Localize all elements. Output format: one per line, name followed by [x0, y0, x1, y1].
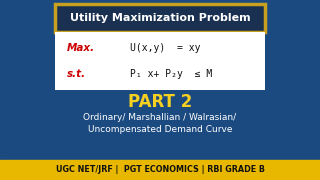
- Text: UGC NET/JRF |  PGT ECONOMICS | RBI GRADE B: UGC NET/JRF | PGT ECONOMICS | RBI GRADE …: [55, 165, 265, 174]
- Bar: [0, 160, 320, 180]
- Bar: [55, 4, 265, 32]
- Text: U(x,y)  = xy: U(x,y) = xy: [130, 43, 201, 53]
- Text: Uncompensated Demand Curve: Uncompensated Demand Curve: [88, 125, 232, 134]
- Text: Max.: Max.: [67, 43, 95, 53]
- Text: PART 2: PART 2: [128, 93, 192, 111]
- Bar: [55, 32, 265, 90]
- Text: P₁ x+ P₂y  ≤ M: P₁ x+ P₂y ≤ M: [130, 69, 212, 79]
- Text: s.t.: s.t.: [67, 69, 86, 79]
- Text: Ordinary/ Marshallian / Walrasian/: Ordinary/ Marshallian / Walrasian/: [84, 114, 236, 123]
- Text: Utility Maximization Problem: Utility Maximization Problem: [70, 13, 250, 23]
